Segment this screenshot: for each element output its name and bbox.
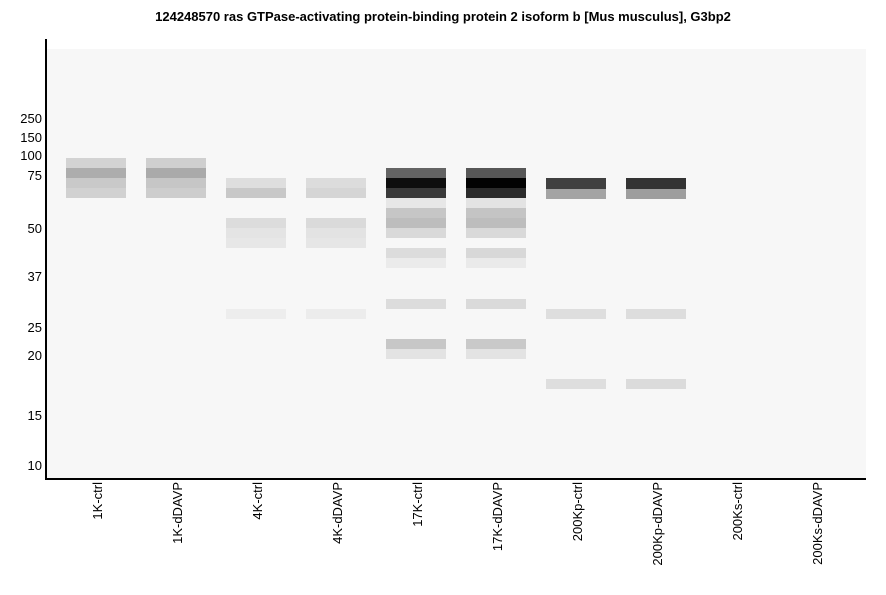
- gel-band: [466, 299, 526, 309]
- y-tick-label: 100: [20, 148, 42, 163]
- lane-label: 17K-ctrl: [410, 482, 425, 527]
- gel-band: [466, 178, 526, 188]
- gel-band: [466, 168, 526, 178]
- lane-label: 1K-dDAVP: [170, 482, 185, 544]
- lane-label: 200Kp-dDAVP: [650, 482, 665, 566]
- lane-label: 200Ks-ctrl: [730, 482, 745, 541]
- gel-band: [546, 189, 606, 199]
- gel-band: [66, 188, 126, 198]
- gel-band: [626, 379, 686, 389]
- y-tick-label: 20: [27, 348, 42, 363]
- lane-label: 200Kp-ctrl: [570, 482, 585, 542]
- y-tick-label: 250: [20, 111, 42, 126]
- gel-band: [226, 188, 286, 198]
- gel-band: [626, 189, 686, 199]
- y-tick-label: 75: [27, 168, 42, 183]
- gel-band: [466, 218, 526, 228]
- lane-label: 17K-dDAVP: [490, 482, 505, 552]
- gel-band: [546, 178, 606, 189]
- gel-band: [306, 238, 366, 248]
- gel-band: [386, 299, 446, 309]
- y-tick-label: 10: [27, 458, 42, 473]
- gel-band: [386, 188, 446, 198]
- gel-band: [386, 258, 446, 268]
- gel-band: [466, 198, 526, 208]
- plot-panel: [47, 49, 866, 478]
- gel-band: [386, 339, 446, 349]
- gel-band: [66, 168, 126, 178]
- lane-label: 200Ks-dDAVP: [810, 482, 825, 565]
- gel-band: [386, 349, 446, 359]
- gel-band: [386, 198, 446, 208]
- gel-band: [226, 238, 286, 248]
- gel-band: [546, 309, 606, 319]
- gel-band: [66, 158, 126, 168]
- x-axis-line: [45, 478, 866, 480]
- gel-band: [306, 228, 366, 238]
- y-tick-label: 50: [27, 221, 42, 236]
- gel-band: [386, 208, 446, 218]
- gel-band: [386, 168, 446, 178]
- gel-band: [226, 178, 286, 188]
- y-tick-label: 150: [20, 130, 42, 145]
- gel-band: [306, 188, 366, 198]
- gel-band: [66, 178, 126, 188]
- gel-band: [146, 168, 206, 178]
- y-tick-label: 25: [27, 320, 42, 335]
- gel-band: [466, 188, 526, 198]
- gel-band: [466, 228, 526, 238]
- gel-band: [466, 258, 526, 268]
- gel-band: [146, 188, 206, 198]
- gel-band: [466, 349, 526, 359]
- gel-band: [466, 248, 526, 258]
- gel-band: [146, 158, 206, 168]
- gel-band: [386, 248, 446, 258]
- gel-band: [146, 178, 206, 188]
- gel-band: [306, 218, 366, 228]
- y-tick-label: 37: [27, 269, 42, 284]
- gel-band: [466, 208, 526, 218]
- y-tick-label: 15: [27, 408, 42, 423]
- y-axis-line: [45, 39, 47, 480]
- lane-label: 1K-ctrl: [90, 482, 105, 520]
- gel-band: [626, 309, 686, 319]
- gel-band: [226, 228, 286, 238]
- gel-band: [626, 178, 686, 189]
- gel-band: [546, 379, 606, 389]
- gel-band: [386, 228, 446, 238]
- gel-band: [306, 178, 366, 188]
- gel-band: [226, 309, 286, 319]
- gel-band: [306, 309, 366, 319]
- gel-band: [226, 218, 286, 228]
- lane-label: 4K-dDAVP: [330, 482, 345, 544]
- gel-band: [466, 339, 526, 349]
- chart-title: 124248570 ras GTPase-activating protein-…: [155, 9, 731, 24]
- gel-band: [386, 178, 446, 188]
- gel-band: [386, 218, 446, 228]
- lane-label: 4K-ctrl: [250, 482, 265, 520]
